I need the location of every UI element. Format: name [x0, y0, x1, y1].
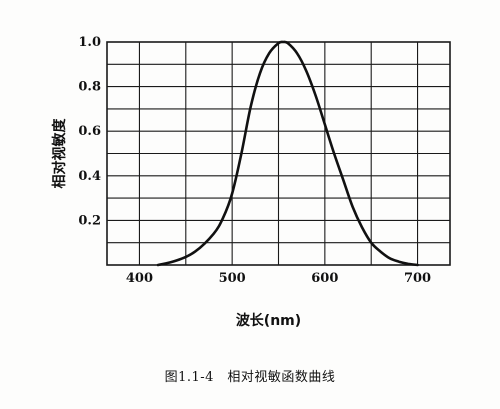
y-axis-label: 相对视敏度	[51, 118, 68, 189]
x-tick-label: 700	[404, 271, 431, 286]
y-tick-label: 1.0	[78, 35, 101, 50]
x-tick-label: 600	[311, 271, 338, 286]
x-axis-label: 波长(nm)	[236, 312, 301, 329]
y-tick-label: 0.4	[78, 169, 101, 184]
y-tick-label: 0.6	[78, 124, 101, 139]
figure-caption: 图1.1-4 相对视敏函数曲线	[164, 370, 336, 385]
x-tick-label: 500	[219, 271, 246, 286]
y-tick-label: 0.8	[78, 80, 101, 95]
x-tick-label: 400	[126, 271, 153, 286]
y-tick-label: 0.2	[78, 213, 101, 228]
sensitivity-curve	[156, 40, 419, 267]
